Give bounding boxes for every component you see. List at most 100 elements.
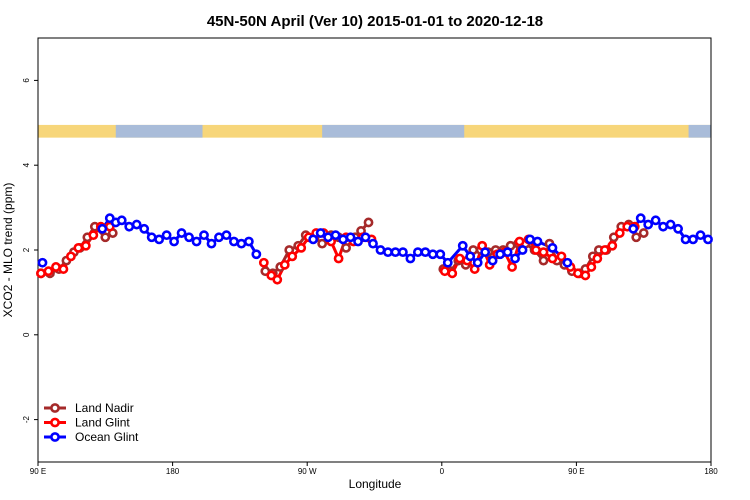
x-tick-label: 90 W — [298, 467, 317, 476]
ocean-glint-point — [323, 232, 334, 243]
ocean-glint-point — [427, 249, 438, 260]
land-glint-point — [531, 245, 541, 255]
ocean-glint-point — [658, 221, 669, 232]
ocean-glint-point — [703, 234, 713, 245]
ocean-glint-point — [308, 234, 319, 245]
map-ocean-segment — [322, 124, 465, 138]
land-glint-point — [586, 262, 597, 272]
land-nadir-point — [341, 242, 351, 253]
ocean-glint-point — [353, 236, 363, 247]
land-glint-point — [547, 253, 558, 264]
ocean-glint-point — [139, 223, 150, 234]
ocean-glint-point — [525, 234, 535, 245]
y-tick-label: -2 — [22, 415, 31, 423]
ocean-glint-point — [37, 257, 48, 268]
land-glint-point — [439, 266, 450, 277]
ocean-glint-point — [199, 230, 209, 241]
ocean-glint-line — [101, 216, 258, 256]
ocean-glint-point — [375, 245, 386, 255]
series-points — [36, 213, 713, 285]
x-tick-label: 180 — [704, 467, 718, 476]
legend-label: Land Nadir — [75, 401, 134, 415]
ocean-glint-point — [146, 232, 157, 243]
ocean-glint-point — [673, 223, 683, 234]
x-tick-label: 90 E — [30, 467, 46, 476]
ocean-glint-point — [680, 234, 691, 245]
ocean-glint-point — [124, 221, 135, 232]
ocean-glint-point — [435, 249, 446, 260]
x-tick-label: 0 — [440, 467, 445, 476]
land-glint-point — [507, 262, 517, 272]
map-ocean-segment — [688, 124, 711, 138]
y-tick-label: 4 — [22, 162, 31, 167]
land-glint-point — [80, 240, 91, 251]
land-nadir-point — [317, 238, 328, 249]
ocean-glint-point — [635, 213, 646, 224]
ocean-glint-point — [412, 247, 423, 258]
land-nadir-point — [363, 217, 374, 228]
land-glint-point — [43, 266, 54, 277]
land-glint-point — [454, 253, 465, 264]
legend-marker — [50, 403, 60, 413]
ocean-glint-point — [695, 230, 706, 241]
x-axis-label: Longitude — [349, 477, 402, 491]
map-ocean-segment — [115, 124, 203, 138]
land-glint-point — [287, 251, 298, 262]
land-nadir-point — [538, 255, 549, 266]
ocean-glint-point — [628, 223, 639, 234]
ocean-glint-point — [338, 234, 348, 245]
ocean-glint-point — [221, 230, 232, 241]
ocean-glint-point — [116, 215, 127, 226]
ocean-glint-point — [562, 257, 573, 268]
land-nadir-point — [638, 228, 649, 238]
land-glint-point — [73, 242, 84, 253]
ocean-glint-point — [345, 232, 356, 243]
ocean-glint-point — [480, 247, 491, 258]
ocean-glint-point — [184, 232, 194, 243]
legend-item-ocean-glint: Ocean Glint — [44, 430, 139, 444]
ocean-glint-point — [495, 249, 506, 260]
land-glint-point — [58, 264, 69, 274]
land-glint-point — [333, 253, 344, 264]
chart-title: 45N-50N April (Ver 10) 2015-01-01 to 202… — [207, 13, 543, 30]
y-axis: -2 0 2 4 6 — [22, 78, 38, 423]
legend-label: Ocean Glint — [75, 430, 139, 444]
ocean-glint-point — [315, 228, 326, 238]
ocean-glint-point — [360, 232, 371, 243]
map-strip — [38, 124, 711, 138]
legend-item-land-glint: Land Glint — [44, 416, 130, 430]
land-glint-point — [607, 240, 618, 251]
ocean-glint-point — [650, 215, 661, 226]
ocean-glint-point — [236, 238, 247, 249]
land-glint-point — [614, 228, 625, 238]
legend-item-land-nadir: Land Nadir — [44, 401, 134, 415]
land-glint-point — [556, 251, 567, 262]
ocean-glint-point — [368, 238, 378, 249]
ocean-glint-point — [532, 236, 543, 247]
land-glint-point — [572, 268, 583, 279]
ocean-glint-point — [154, 234, 165, 245]
land-glint-point — [88, 230, 99, 241]
land-glint-point — [272, 274, 283, 285]
ocean-glint-point — [688, 234, 698, 245]
ocean-glint-point — [383, 247, 393, 258]
x-tick-label: 180 — [166, 467, 180, 476]
ocean-glint-point — [517, 245, 528, 255]
ocean-glint-point — [176, 228, 187, 238]
land-glint-point — [538, 247, 549, 258]
land-glint-point — [447, 268, 458, 279]
land-glint-point — [580, 270, 591, 281]
ocean-glint-point — [420, 247, 431, 258]
ocean-glint-point — [502, 247, 513, 258]
land-glint-point — [592, 253, 603, 264]
ocean-glint-point — [243, 236, 254, 247]
ocean-glint-point — [229, 236, 239, 247]
land-nadir-point — [100, 232, 111, 243]
land-glint-point — [599, 245, 610, 255]
ocean-glint-point — [665, 219, 676, 230]
ocean-glint-point — [643, 219, 654, 230]
land-glint-point — [279, 259, 290, 270]
ocean-glint-point — [405, 253, 416, 264]
